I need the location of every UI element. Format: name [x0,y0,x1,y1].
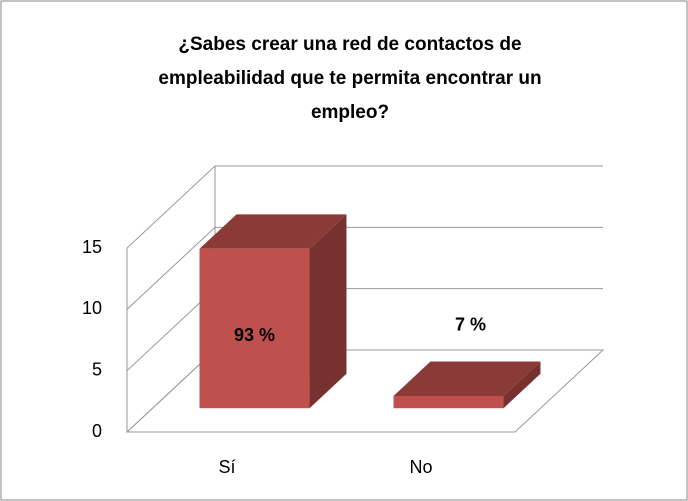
bar-side [503,361,541,409]
chart-title: ¿Sabes crear una red de contactos de [178,34,521,55]
grid-line [126,226,603,310]
y-tick-label: 5 [92,359,102,379]
y-tick-label: 0 [92,421,102,441]
chart-title: empleo? [311,102,389,123]
x-tick-label: No [409,457,432,477]
bar [199,248,310,409]
bar-top [393,361,541,396]
y-tick-label: 15 [82,237,102,257]
value-label: 7 % [455,315,486,335]
chart-title: empleabilidad que te permita encontrar u… [158,68,541,89]
bar [393,395,504,409]
y-tick-label: 10 [82,298,102,318]
bar-top [199,214,347,249]
value-label: 93 % [234,325,275,345]
grid-line [126,165,603,249]
bar-side [309,214,347,409]
x-tick-label: Sí [218,457,235,477]
